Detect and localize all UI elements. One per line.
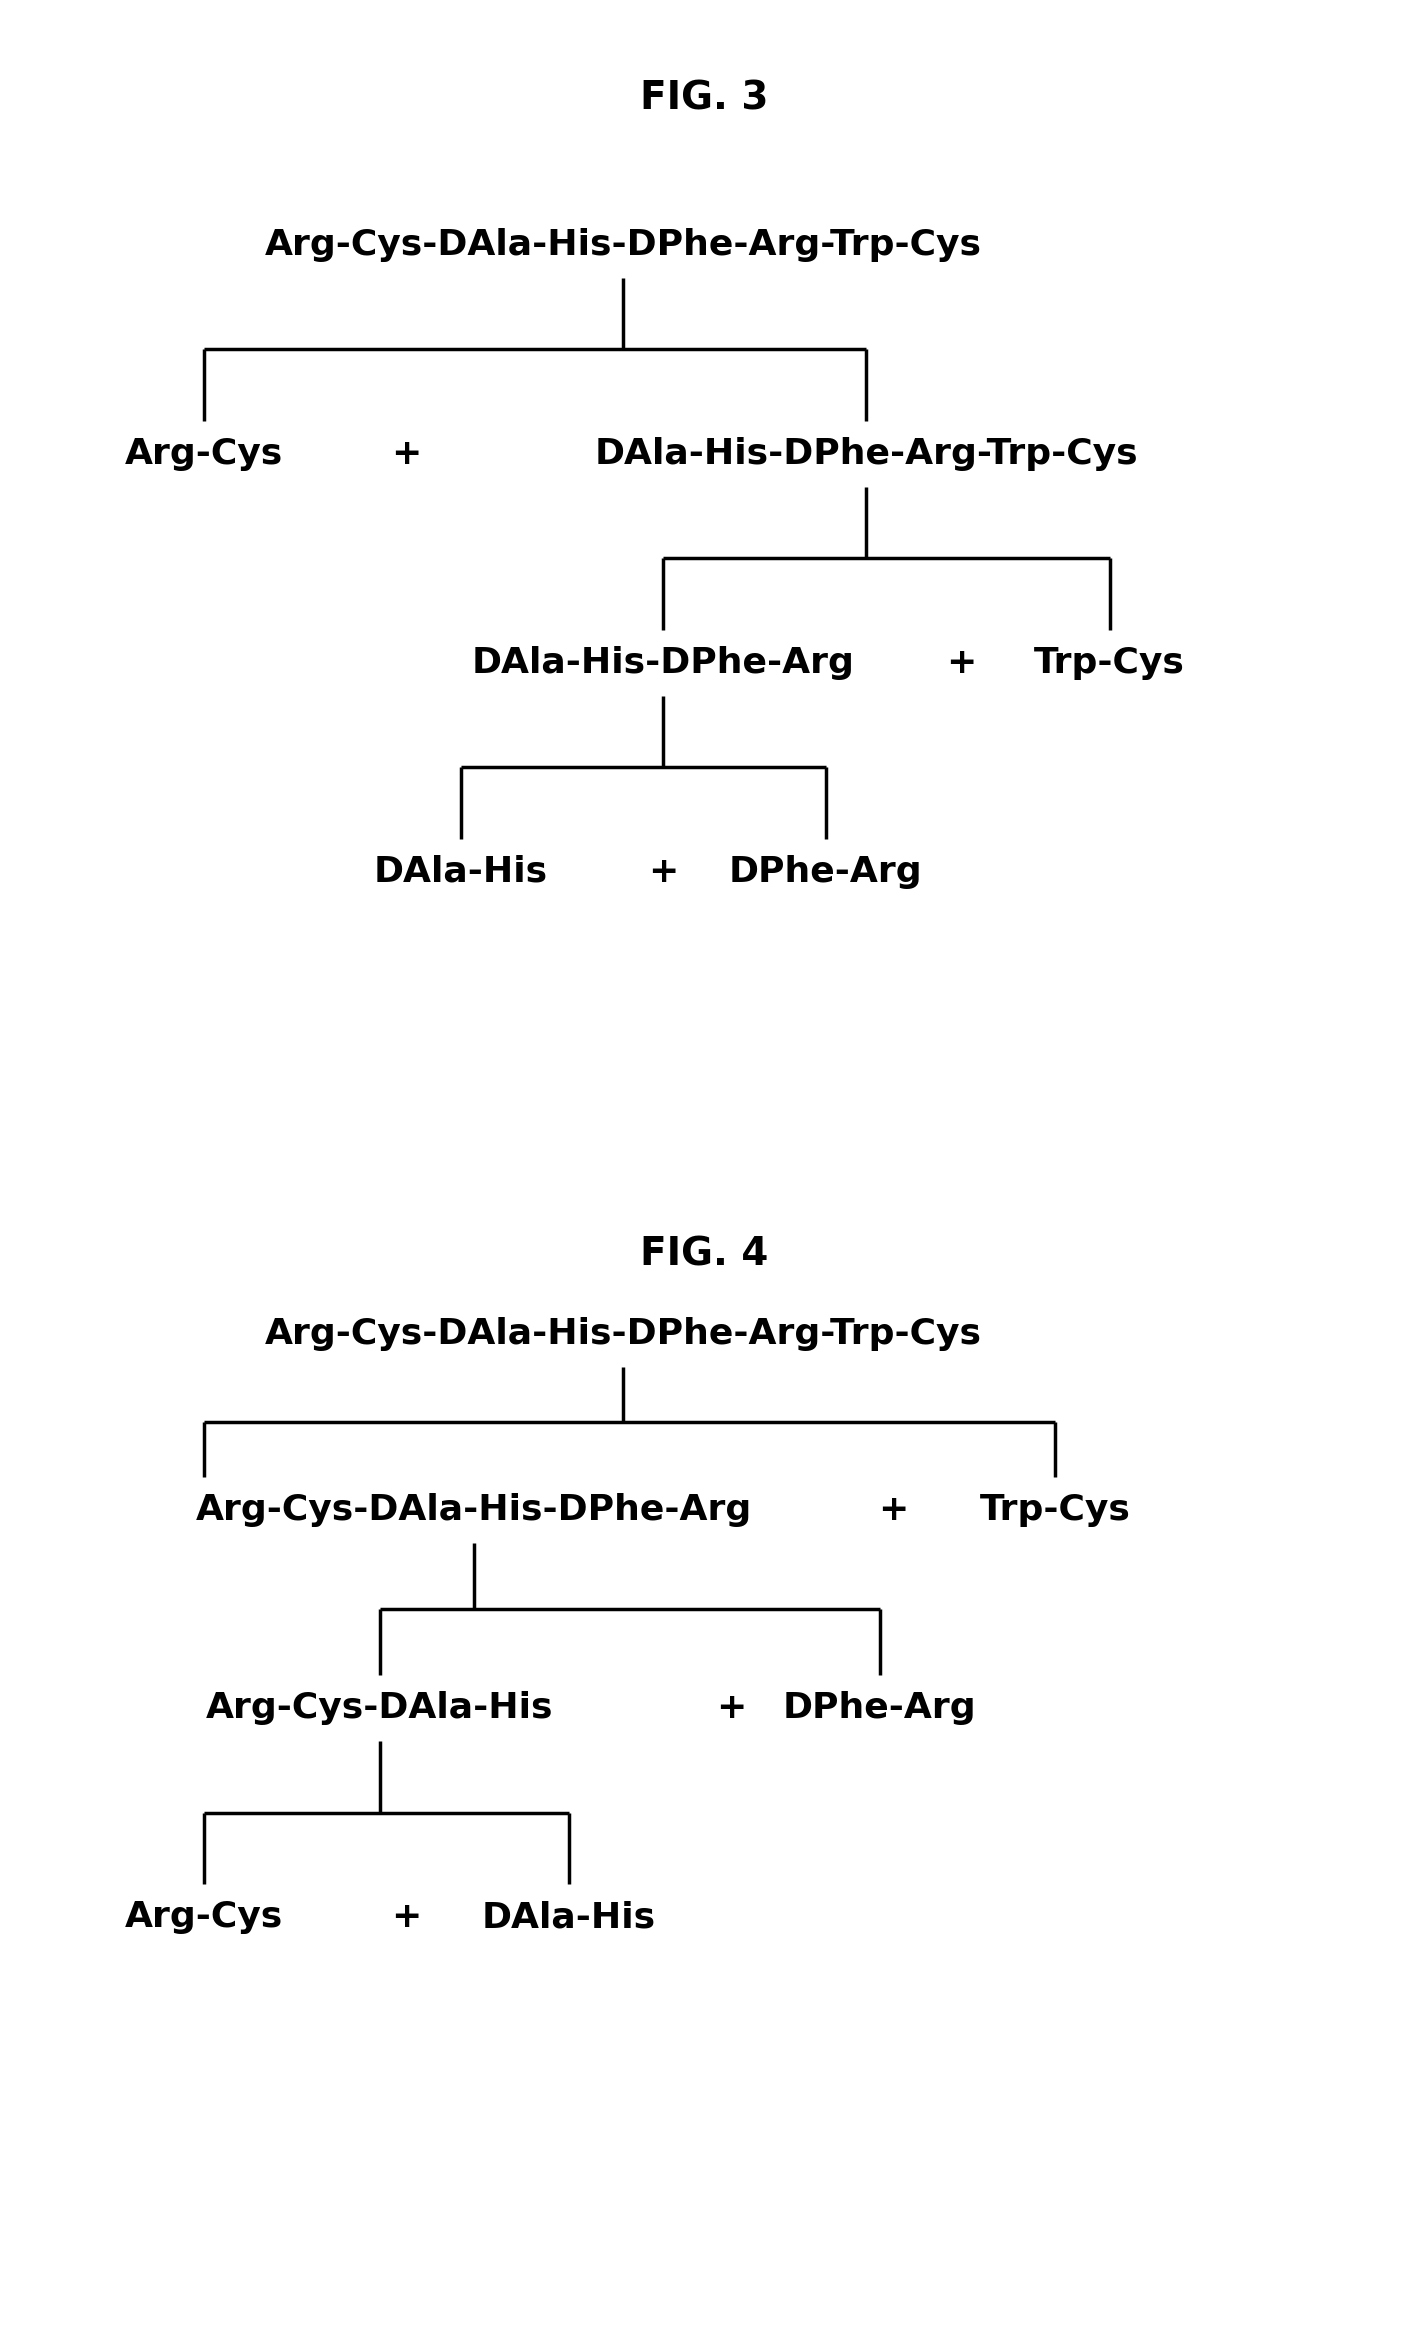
- Text: +: +: [715, 1691, 746, 1724]
- Text: +: +: [391, 1900, 422, 1933]
- Text: +: +: [391, 437, 422, 472]
- Text: Arg-Cys-DAla-His-DPhe-Arg: Arg-Cys-DAla-His-DPhe-Arg: [196, 1494, 752, 1527]
- Text: DAla-His: DAla-His: [373, 855, 548, 888]
- Text: FIG. 4: FIG. 4: [639, 1236, 769, 1273]
- Text: DAla-His-DPhe-Arg: DAla-His-DPhe-Arg: [472, 646, 855, 679]
- Text: Arg-Cys: Arg-Cys: [125, 1900, 283, 1933]
- Text: Arg-Cys-DAla-His: Arg-Cys-DAla-His: [206, 1691, 553, 1724]
- Text: +: +: [879, 1494, 908, 1527]
- Text: DAla-His: DAla-His: [482, 1900, 656, 1933]
- Text: DAla-His-DPhe-Arg-Trp-Cys: DAla-His-DPhe-Arg-Trp-Cys: [594, 437, 1138, 472]
- Text: +: +: [648, 855, 679, 888]
- Text: Trp-Cys: Trp-Cys: [980, 1494, 1131, 1527]
- Text: Arg-Cys-DAla-His-DPhe-Arg-Trp-Cys: Arg-Cys-DAla-His-DPhe-Arg-Trp-Cys: [265, 1318, 981, 1351]
- Text: Arg-Cys-DAla-His-DPhe-Arg-Trp-Cys: Arg-Cys-DAla-His-DPhe-Arg-Trp-Cys: [265, 228, 981, 263]
- Text: +: +: [946, 646, 976, 679]
- Text: FIG. 3: FIG. 3: [639, 80, 769, 117]
- Text: Trp-Cys: Trp-Cys: [1033, 646, 1186, 679]
- Text: DPhe-Arg: DPhe-Arg: [783, 1691, 977, 1724]
- Text: DPhe-Arg: DPhe-Arg: [729, 855, 922, 888]
- Text: Arg-Cys: Arg-Cys: [125, 437, 283, 472]
